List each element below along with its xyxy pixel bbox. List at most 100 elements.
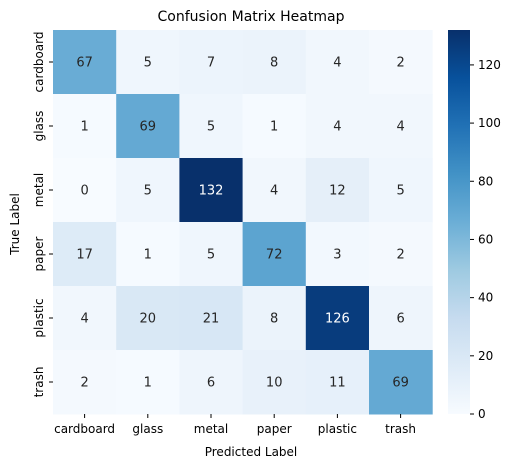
y-axis-label: True Label bbox=[8, 193, 22, 256]
heatmap-cell-trash-cardboard bbox=[53, 350, 117, 415]
cell-value-label: 72 bbox=[266, 248, 283, 263]
colorbar-tick-label: 120 bbox=[478, 58, 501, 72]
cell-value-label: 1 bbox=[270, 120, 278, 135]
heatmap-cell-metal-paper bbox=[242, 158, 307, 223]
cell-value-label: 5 bbox=[207, 120, 215, 135]
heatmap-cell-metal-metal bbox=[179, 158, 244, 223]
x-tick-label-plastic: plastic bbox=[318, 422, 357, 436]
cell-value-label: 7 bbox=[207, 56, 215, 71]
colorbar-tick-label: 0 bbox=[478, 407, 486, 421]
heatmap-cells bbox=[53, 30, 433, 415]
x-tick-label-metal: metal bbox=[194, 422, 228, 436]
colorbar-tick-label: 60 bbox=[478, 232, 493, 246]
cell-value-label: 4 bbox=[396, 120, 404, 135]
cell-value-label: 2 bbox=[396, 56, 404, 71]
cell-value-label: 126 bbox=[325, 312, 350, 327]
heatmap-cell-glass-trash bbox=[369, 94, 433, 159]
heatmap-cell-paper-cardboard bbox=[53, 222, 117, 287]
heatmap-cell-paper-plastic bbox=[305, 222, 370, 287]
heatmap-cell-glass-plastic bbox=[305, 94, 370, 159]
colorbar-tick-label: 40 bbox=[478, 291, 493, 305]
cell-value-label: 4 bbox=[333, 56, 341, 71]
heatmap-cell-trash-plastic bbox=[305, 350, 370, 415]
cell-value-label: 5 bbox=[207, 248, 215, 263]
cell-value-label: 132 bbox=[199, 184, 224, 199]
y-tick-label-metal: metal bbox=[32, 173, 46, 207]
cell-value-label: 67 bbox=[76, 56, 93, 71]
colorbar-tick-label: 80 bbox=[478, 174, 493, 188]
cell-value-label: 3 bbox=[333, 248, 341, 263]
x-axis-label: Predicted Label bbox=[205, 445, 298, 459]
cell-value-label: 69 bbox=[392, 376, 409, 391]
cell-value-label: 1 bbox=[80, 120, 88, 135]
heatmap-cell-plastic-glass bbox=[116, 286, 180, 351]
heatmap-cell-cardboard-metal bbox=[179, 30, 244, 95]
heatmap-cell-plastic-metal bbox=[179, 286, 244, 351]
cell-value-label: 8 bbox=[270, 56, 278, 71]
heatmap-cell-trash-trash bbox=[369, 350, 433, 415]
cell-value-label: 2 bbox=[396, 248, 404, 263]
x-tick-label-glass: glass bbox=[132, 422, 163, 436]
heatmap-cell-paper-glass bbox=[116, 222, 180, 287]
y-tick-label-glass: glass bbox=[32, 111, 46, 142]
heatmap-cell-metal-plastic bbox=[305, 158, 370, 223]
chart-title: Confusion Matrix Heatmap bbox=[158, 9, 345, 25]
colorbar-tick-label: 20 bbox=[478, 349, 493, 363]
heatmap-cell-plastic-plastic bbox=[305, 286, 370, 351]
cell-value-label: 0 bbox=[80, 184, 88, 199]
y-tick-label-paper: paper bbox=[32, 236, 46, 271]
cell-value-label: 69 bbox=[140, 120, 157, 135]
heatmap-cell-paper-metal bbox=[179, 222, 244, 287]
y-tick-label-plastic: plastic bbox=[32, 298, 46, 337]
heatmap-cell-glass-glass bbox=[116, 94, 180, 159]
y-axis-ticks: cardboard glass metal paper plastic trash bbox=[32, 32, 53, 398]
cell-value-label: 21 bbox=[203, 312, 220, 327]
cell-value-label: 1 bbox=[144, 248, 152, 263]
cell-value-label: 20 bbox=[140, 312, 157, 327]
heatmap-cell-glass-paper bbox=[242, 94, 307, 159]
cell-value-label: 5 bbox=[144, 56, 152, 71]
x-tick-label-cardboard: cardboard bbox=[54, 422, 115, 436]
cell-value-label: 17 bbox=[76, 248, 93, 263]
cell-value-label: 12 bbox=[329, 184, 346, 199]
heatmap-cell-cardboard-glass bbox=[116, 30, 180, 95]
cell-value-label: 6 bbox=[207, 376, 215, 391]
x-tick-label-trash: trash bbox=[385, 422, 416, 436]
heatmap-cell-paper-paper bbox=[242, 222, 307, 287]
cell-value-label: 8 bbox=[270, 312, 278, 327]
heatmap-cell-plastic-paper bbox=[242, 286, 307, 351]
cell-value-label: 6 bbox=[396, 312, 404, 327]
cell-value-label: 4 bbox=[333, 120, 341, 135]
heatmap-cell-cardboard-plastic bbox=[305, 30, 370, 95]
heatmap-cell-plastic-trash bbox=[369, 286, 433, 351]
cell-value-label: 11 bbox=[329, 376, 346, 391]
y-tick-label-cardboard: cardboard bbox=[32, 32, 46, 93]
heatmap-cell-cardboard-cardboard bbox=[53, 30, 117, 95]
x-tick-label-paper: paper bbox=[257, 422, 292, 436]
colorbar-ticks: 0 20 40 60 80 100 120 bbox=[470, 58, 501, 421]
heatmap-cell-glass-metal bbox=[179, 94, 244, 159]
cell-value-label: 10 bbox=[266, 376, 283, 391]
cell-value-label: 4 bbox=[270, 184, 278, 199]
heatmap-cell-cardboard-trash bbox=[369, 30, 433, 95]
heatmap-cell-labels: 67 5 7 8 4 21 69 5 1 4 40 5 132 4 12 517 1 5 72 3 24 20 21 8 126… bbox=[76, 56, 409, 391]
colorbar-tick-label: 100 bbox=[478, 116, 501, 130]
cell-value-label: 2 bbox=[80, 376, 88, 391]
cell-value-label: 5 bbox=[144, 184, 152, 199]
heatmap-cell-metal-trash bbox=[369, 158, 433, 223]
heatmap-cell-trash-paper bbox=[242, 350, 307, 415]
cell-value-label: 4 bbox=[80, 312, 88, 327]
x-axis-ticks: cardboard glass metal paper plastic trash bbox=[54, 414, 416, 436]
heatmap-cell-metal-glass bbox=[116, 158, 180, 223]
cell-value-label: 5 bbox=[396, 184, 404, 199]
heatmap-cell-trash-glass bbox=[116, 350, 180, 415]
heatmap-cell-glass-cardboard bbox=[53, 94, 117, 159]
y-tick-label-trash: trash bbox=[32, 367, 46, 398]
heatmap-cell-metal-cardboard bbox=[53, 158, 117, 223]
heatmap-cell-plastic-cardboard bbox=[53, 286, 117, 351]
heatmap-cell-trash-metal bbox=[179, 350, 244, 415]
heatmap-cell-paper-trash bbox=[369, 222, 433, 287]
heatmap-cell-cardboard-paper bbox=[242, 30, 307, 95]
cell-value-label: 1 bbox=[144, 376, 152, 391]
